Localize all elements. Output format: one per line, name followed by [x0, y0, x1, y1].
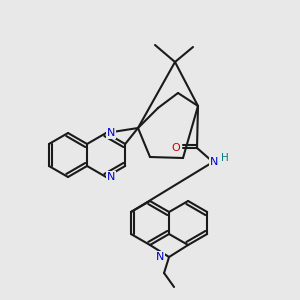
Text: N: N — [107, 128, 115, 138]
Text: N: N — [156, 252, 164, 262]
Text: N: N — [210, 157, 218, 167]
Text: N: N — [107, 172, 115, 182]
Text: O: O — [172, 143, 180, 153]
Text: H: H — [221, 153, 229, 163]
